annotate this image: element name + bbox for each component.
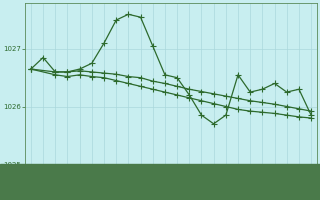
X-axis label: Graphe pression niveau de la mer (hPa): Graphe pression niveau de la mer (hPa) [61,187,281,197]
